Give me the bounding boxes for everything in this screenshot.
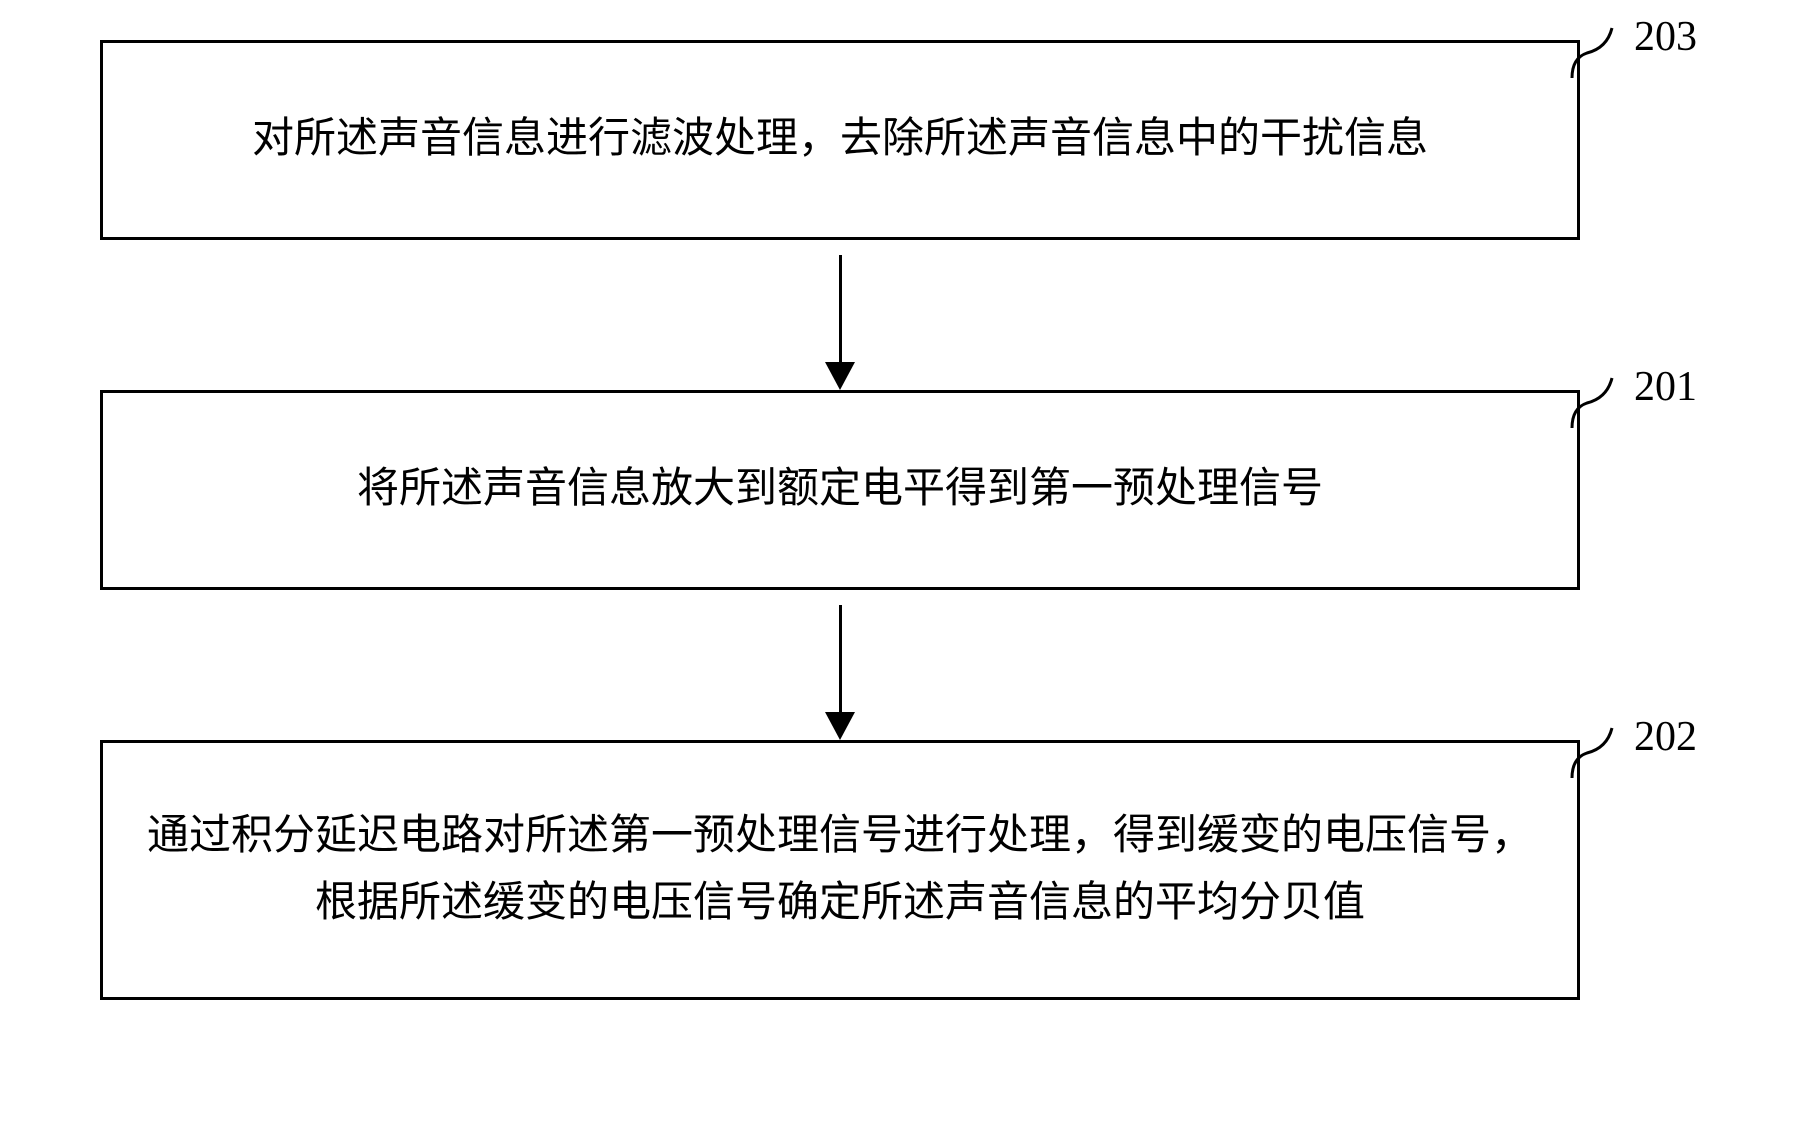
flowchart-step-201: 201 将所述声音信息放大到额定电平得到第一预处理信号	[100, 390, 1580, 590]
flowchart-diagram: 203 对所述声音信息进行滤波处理，去除所述声音信息中的干扰信息 201 将所述…	[100, 40, 1720, 1000]
step-label: 201	[1634, 363, 1697, 411]
step-label: 202	[1634, 713, 1697, 761]
step-label: 203	[1634, 13, 1697, 61]
step-text: 将所述声音信息放大到额定电平得到第一预处理信号	[357, 456, 1323, 523]
brace-connector-icon	[1567, 23, 1627, 83]
flowchart-arrow	[100, 240, 1580, 390]
step-text: 通过积分延迟电路对所述第一预处理信号进行处理，得到缓变的电压信号，根据所述缓变的…	[143, 803, 1537, 937]
flowchart-arrow	[100, 590, 1580, 740]
arrow-head-icon	[825, 362, 855, 390]
brace-connector-icon	[1567, 723, 1627, 783]
flowchart-step-203: 203 对所述声音信息进行滤波处理，去除所述声音信息中的干扰信息	[100, 40, 1580, 240]
arrow-head-icon	[825, 712, 855, 740]
flowchart-step-202: 202 通过积分延迟电路对所述第一预处理信号进行处理，得到缓变的电压信号，根据所…	[100, 740, 1580, 1000]
brace-connector-icon	[1567, 373, 1627, 433]
step-text: 对所述声音信息进行滤波处理，去除所述声音信息中的干扰信息	[252, 106, 1428, 173]
arrow-line	[839, 255, 842, 375]
arrow-line	[839, 605, 842, 725]
